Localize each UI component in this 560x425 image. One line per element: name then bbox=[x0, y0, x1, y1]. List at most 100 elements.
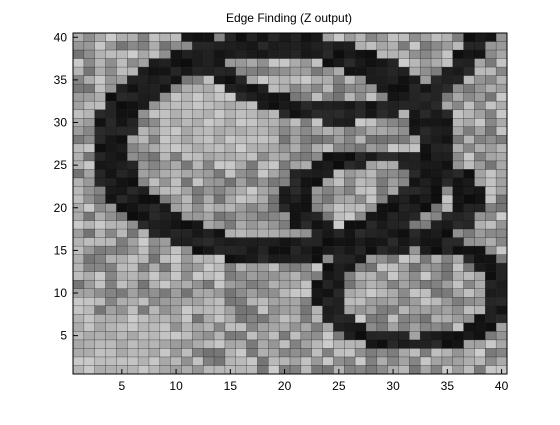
heatmap-cell bbox=[409, 331, 420, 340]
heatmap-cell bbox=[344, 204, 355, 213]
heatmap-cell bbox=[149, 161, 160, 170]
heatmap-cell bbox=[116, 221, 127, 230]
heatmap-cell bbox=[453, 152, 464, 161]
heatmap-cell bbox=[236, 246, 247, 255]
heatmap-cell bbox=[420, 289, 431, 298]
heatmap-cell bbox=[312, 195, 323, 204]
heatmap-cell bbox=[160, 161, 171, 170]
heatmap-cell bbox=[84, 118, 95, 127]
heatmap-cell bbox=[247, 67, 258, 76]
heatmap-cell bbox=[214, 348, 225, 357]
heatmap-cell bbox=[203, 152, 214, 161]
heatmap-cell bbox=[116, 348, 127, 357]
heatmap-cell bbox=[388, 340, 399, 349]
heatmap-cell bbox=[95, 255, 106, 264]
heatmap-cell bbox=[399, 212, 410, 221]
heatmap-cell bbox=[496, 118, 507, 127]
heatmap-cell bbox=[203, 238, 214, 247]
heatmap-cell bbox=[344, 169, 355, 178]
heatmap-cell bbox=[171, 67, 182, 76]
heatmap-cell bbox=[127, 204, 138, 213]
heatmap-cell bbox=[431, 314, 442, 323]
heatmap-cell bbox=[225, 118, 236, 127]
heatmap-cell bbox=[355, 229, 366, 238]
heatmap-cell bbox=[312, 365, 323, 374]
heatmap-cell bbox=[442, 118, 453, 127]
heatmap-cell bbox=[453, 84, 464, 93]
heatmap-cell bbox=[106, 186, 117, 195]
heatmap-cell bbox=[84, 229, 95, 238]
heatmap-cell bbox=[409, 272, 420, 281]
heatmap-cell bbox=[301, 84, 312, 93]
heatmap-cell bbox=[301, 186, 312, 195]
heatmap-cell bbox=[182, 212, 193, 221]
heatmap-cell bbox=[95, 323, 106, 332]
heatmap-cell bbox=[84, 186, 95, 195]
heatmap-cell bbox=[323, 272, 334, 281]
heatmap-cell bbox=[236, 59, 247, 68]
heatmap-cell bbox=[127, 289, 138, 298]
heatmap-cell bbox=[399, 221, 410, 230]
heatmap-cell bbox=[409, 246, 420, 255]
heatmap-cell bbox=[279, 59, 290, 68]
heatmap-cell bbox=[192, 169, 203, 178]
heatmap-cell bbox=[84, 59, 95, 68]
heatmap-cell bbox=[106, 348, 117, 357]
heatmap-cell bbox=[485, 221, 496, 230]
heatmap-cell bbox=[182, 33, 193, 42]
heatmap-cell bbox=[442, 135, 453, 144]
heatmap-cell bbox=[192, 221, 203, 230]
heatmap-cell bbox=[116, 186, 127, 195]
heatmap-cell bbox=[138, 67, 149, 76]
heatmap-cell bbox=[225, 263, 236, 272]
heatmap-cell bbox=[464, 152, 475, 161]
heatmap-cell bbox=[116, 323, 127, 332]
heatmap-cell bbox=[496, 186, 507, 195]
heatmap-cell bbox=[95, 84, 106, 93]
heatmap-cell bbox=[214, 246, 225, 255]
heatmap-cell bbox=[182, 357, 193, 366]
heatmap-cell bbox=[127, 272, 138, 281]
heatmap-cell bbox=[474, 323, 485, 332]
heatmap-cell bbox=[257, 263, 268, 272]
heatmap-cell bbox=[138, 59, 149, 68]
heatmap-cell bbox=[496, 195, 507, 204]
heatmap-cell bbox=[236, 135, 247, 144]
heatmap-cell bbox=[182, 365, 193, 374]
heatmap-cell bbox=[84, 161, 95, 170]
heatmap-cell bbox=[366, 67, 377, 76]
heatmap-cell bbox=[442, 186, 453, 195]
heatmap-cell bbox=[355, 331, 366, 340]
heatmap-cell bbox=[344, 101, 355, 110]
heatmap-cell bbox=[301, 195, 312, 204]
heatmap-cell bbox=[366, 118, 377, 127]
heatmap-cell bbox=[225, 204, 236, 213]
heatmap-cell bbox=[333, 246, 344, 255]
heatmap-cell bbox=[279, 152, 290, 161]
heatmap-cell bbox=[149, 323, 160, 332]
heatmap-cell bbox=[333, 93, 344, 102]
heatmap-cell bbox=[344, 365, 355, 374]
heatmap-cell bbox=[464, 50, 475, 59]
heatmap-cell bbox=[323, 50, 334, 59]
heatmap-cell bbox=[106, 178, 117, 187]
heatmap-cell bbox=[171, 161, 182, 170]
heatmap-cell bbox=[182, 306, 193, 315]
heatmap-cell bbox=[442, 127, 453, 136]
heatmap-cell bbox=[268, 204, 279, 213]
heatmap-cell bbox=[225, 297, 236, 306]
heatmap-cell bbox=[496, 229, 507, 238]
heatmap-cell bbox=[138, 93, 149, 102]
heatmap-cell bbox=[225, 152, 236, 161]
heatmap-cell bbox=[388, 272, 399, 281]
heatmap-cell bbox=[399, 33, 410, 42]
heatmap-cell bbox=[344, 144, 355, 153]
heatmap-cell bbox=[420, 59, 431, 68]
heatmap-cell bbox=[323, 331, 334, 340]
heatmap-cell bbox=[268, 280, 279, 289]
chart-title: Edge Finding (Z output) bbox=[226, 11, 352, 25]
heatmap-cell bbox=[377, 357, 388, 366]
heatmap-cell bbox=[301, 135, 312, 144]
heatmap-cell bbox=[453, 340, 464, 349]
heatmap-cell bbox=[116, 76, 127, 85]
